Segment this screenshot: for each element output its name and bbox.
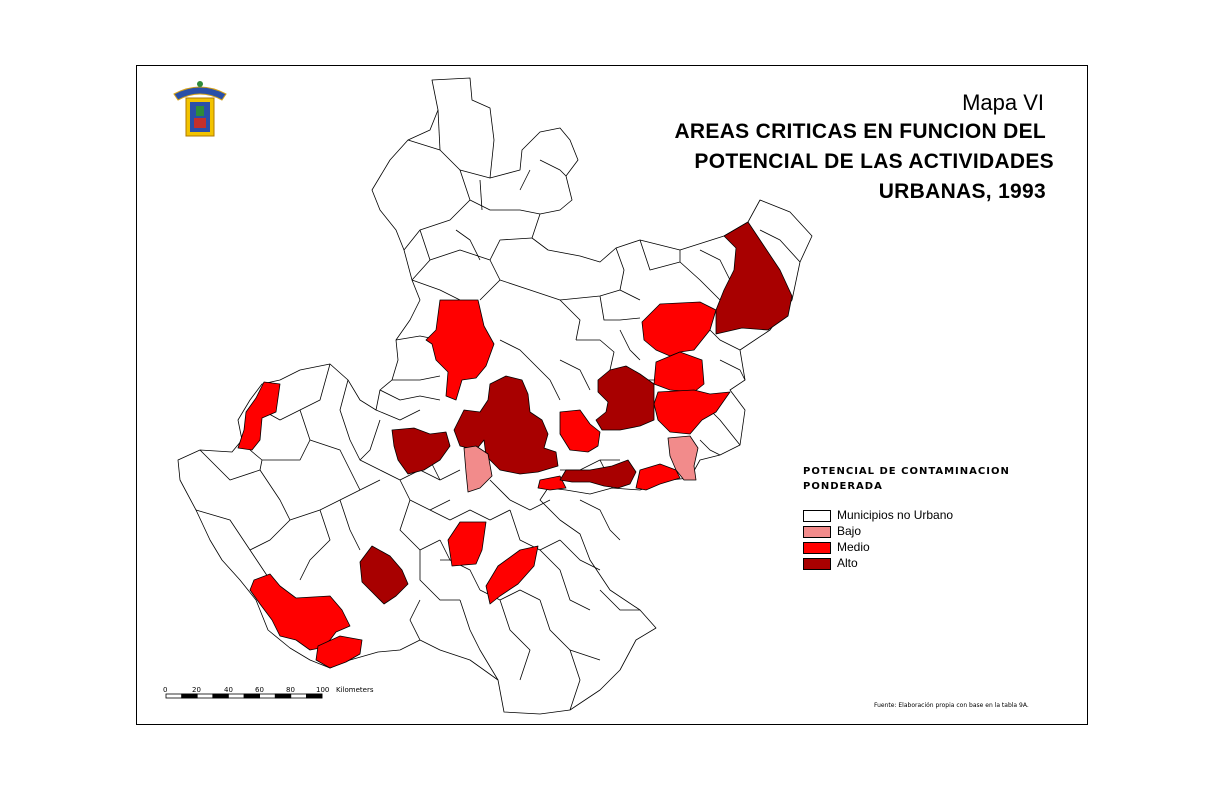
municipio-medio: [249, 573, 351, 651]
municipio-alto: [391, 427, 451, 475]
legend-title: PONDERADA: [803, 481, 883, 492]
bajo-areas: [463, 435, 699, 493]
municipio-medio: [485, 545, 539, 605]
municipio-medio: [635, 463, 681, 491]
municipio-medio: [537, 475, 567, 491]
municipal-boundaries: [195, 109, 801, 711]
legend-swatch-medio: [803, 542, 831, 554]
legend-label: Bajo: [837, 524, 862, 538]
municipio-alto: [595, 365, 655, 431]
legend-swatch-alto: [803, 558, 831, 570]
title-line: POTENCIAL DE LAS ACTIVIDADES: [694, 150, 1054, 173]
scale-bar: [165, 693, 323, 699]
scale-tick-label: 80: [286, 686, 295, 694]
title-line: AREAS CRITICAS EN FUNCION DEL: [674, 120, 1046, 143]
municipio-alto: [359, 545, 409, 605]
alto-areas: [359, 221, 793, 605]
scale-tick-label: 40: [224, 686, 233, 694]
municipio-bajo: [463, 445, 493, 493]
municipio-medio: [447, 521, 487, 567]
municipio-medio: [237, 381, 281, 451]
medio-areas: [237, 299, 731, 669]
scale-unit: Kilometers: [336, 686, 374, 694]
municipio-medio: [641, 301, 717, 357]
title-line: URBANAS, 1993: [878, 180, 1046, 203]
scale-tick-label: 20: [192, 686, 201, 694]
state-seal-icon: [173, 81, 227, 137]
scale-tick-label: 100: [316, 686, 330, 694]
scale-tick-label: 60: [255, 686, 264, 694]
map-legend: POTENCIAL DE CONTAMINACION PONDERADA Mun…: [803, 464, 1023, 584]
municipio-alto: [715, 221, 793, 335]
municipio-alto: [453, 375, 559, 475]
legend-label: Municipios no Urbano: [837, 508, 954, 522]
map-frame: [136, 65, 1088, 725]
municipio-alto: [559, 459, 637, 489]
municipio-medio: [653, 389, 731, 435]
legend-swatch-bajo: [803, 526, 831, 538]
municipio-medio: [425, 299, 495, 401]
map-title: Mapa VI AREAS CRITICAS EN FUNCION DEL PO…: [600, 90, 1060, 210]
municipio-medio: [559, 409, 601, 453]
legend-swatch-none: [803, 510, 831, 522]
legend-label: Alto: [837, 556, 858, 570]
legend-label: Medio: [837, 540, 870, 554]
legend-title: POTENCIAL DE CONTAMINACION: [803, 466, 1010, 477]
municipio-medio: [653, 351, 705, 393]
source-note: Fuente: Elaboración propia con base en l…: [874, 702, 1029, 709]
scale-tick-label: 0: [163, 686, 168, 694]
municipio-bajo: [667, 435, 699, 481]
map-number: Mapa VI: [962, 90, 1044, 115]
municipio-medio: [315, 635, 363, 669]
